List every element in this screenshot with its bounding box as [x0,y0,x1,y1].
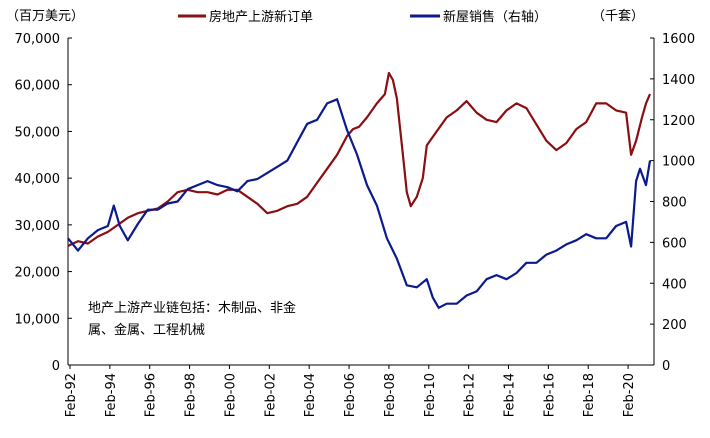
legend-label-sales: 新屋销售（右轴） [443,9,547,25]
x-tick-label: Feb-14 [502,373,517,417]
series-line-orders [67,71,652,247]
series-line-sales [67,98,652,309]
left-ticks: 0 10,000 20,000 30,000 40,000 50,000 60,000 70,… [15,32,72,374]
series-lines [67,71,652,309]
right-tick-label: 1200 [662,114,695,129]
x-tick-label: Feb-00 [223,373,238,417]
x-tick-label: Feb-06 [343,373,358,417]
legend-label-orders: 房地产上游新订单 [209,9,313,25]
left-tick-label: 10,000 [15,312,61,327]
x-tick-label: Feb-20 [622,373,637,417]
right-tick-label: 1000 [662,155,695,170]
right-tick-label: 400 [662,277,687,292]
right-tick-label: 600 [662,236,687,251]
left-tick-label: 40,000 [15,172,61,187]
left-tick-label: 60,000 [15,79,61,94]
left-tick-label: 50,000 [15,125,61,140]
x-tick-label: Feb-16 [542,373,557,417]
annotation-line-2: 属、金属、工程机械 [88,322,205,338]
left-tick-label: 30,000 [15,219,61,234]
x-tick-label: Feb-18 [582,373,597,417]
right-tick-label: 200 [662,318,687,333]
left-tick-label: 0 [52,359,60,374]
x-tick-label: Feb-04 [303,373,318,417]
left-tick-label: 70,000 [15,32,61,47]
plot-area: 0 10,000 20,000 30,000 40,000 50,000 60,000 70,… [15,32,696,417]
annotation: 地产上游产业链包括：木制品、非金 属、金属、工程机械 [88,300,296,338]
x-tick-label: Feb-94 [104,373,119,417]
x-tick-label: Feb-12 [463,373,478,417]
x-tick-label: Feb-96 [144,373,159,417]
right-axis-unit: （千套） [592,8,644,24]
x-ticks: Feb-92 Feb-94 Feb-96 Feb-98 Feb-00 Feb-02 Feb-… [64,365,637,417]
left-axis-unit: （百万美元） [6,9,84,24]
right-ticks: 0 200 400 600 800 1000 1200 1400 1600 [650,32,695,374]
right-tick-label: 0 [662,359,670,374]
annotation-line-1: 地产上游产业链包括：木制品、非金 [88,300,296,316]
x-tick-label: Feb-98 [184,373,199,417]
legend: 房地产上游新订单 新屋销售（右轴） [178,9,547,25]
left-tick-label: 20,000 [15,266,61,281]
x-tick-label: Feb-92 [64,373,79,417]
right-tick-label: 1400 [662,73,695,88]
x-tick-label: Feb-08 [383,373,398,417]
x-tick-label: Feb-10 [423,373,438,417]
right-tick-label: 1600 [662,32,695,47]
x-tick-label: Feb-02 [263,373,278,417]
right-tick-label: 800 [662,196,687,211]
